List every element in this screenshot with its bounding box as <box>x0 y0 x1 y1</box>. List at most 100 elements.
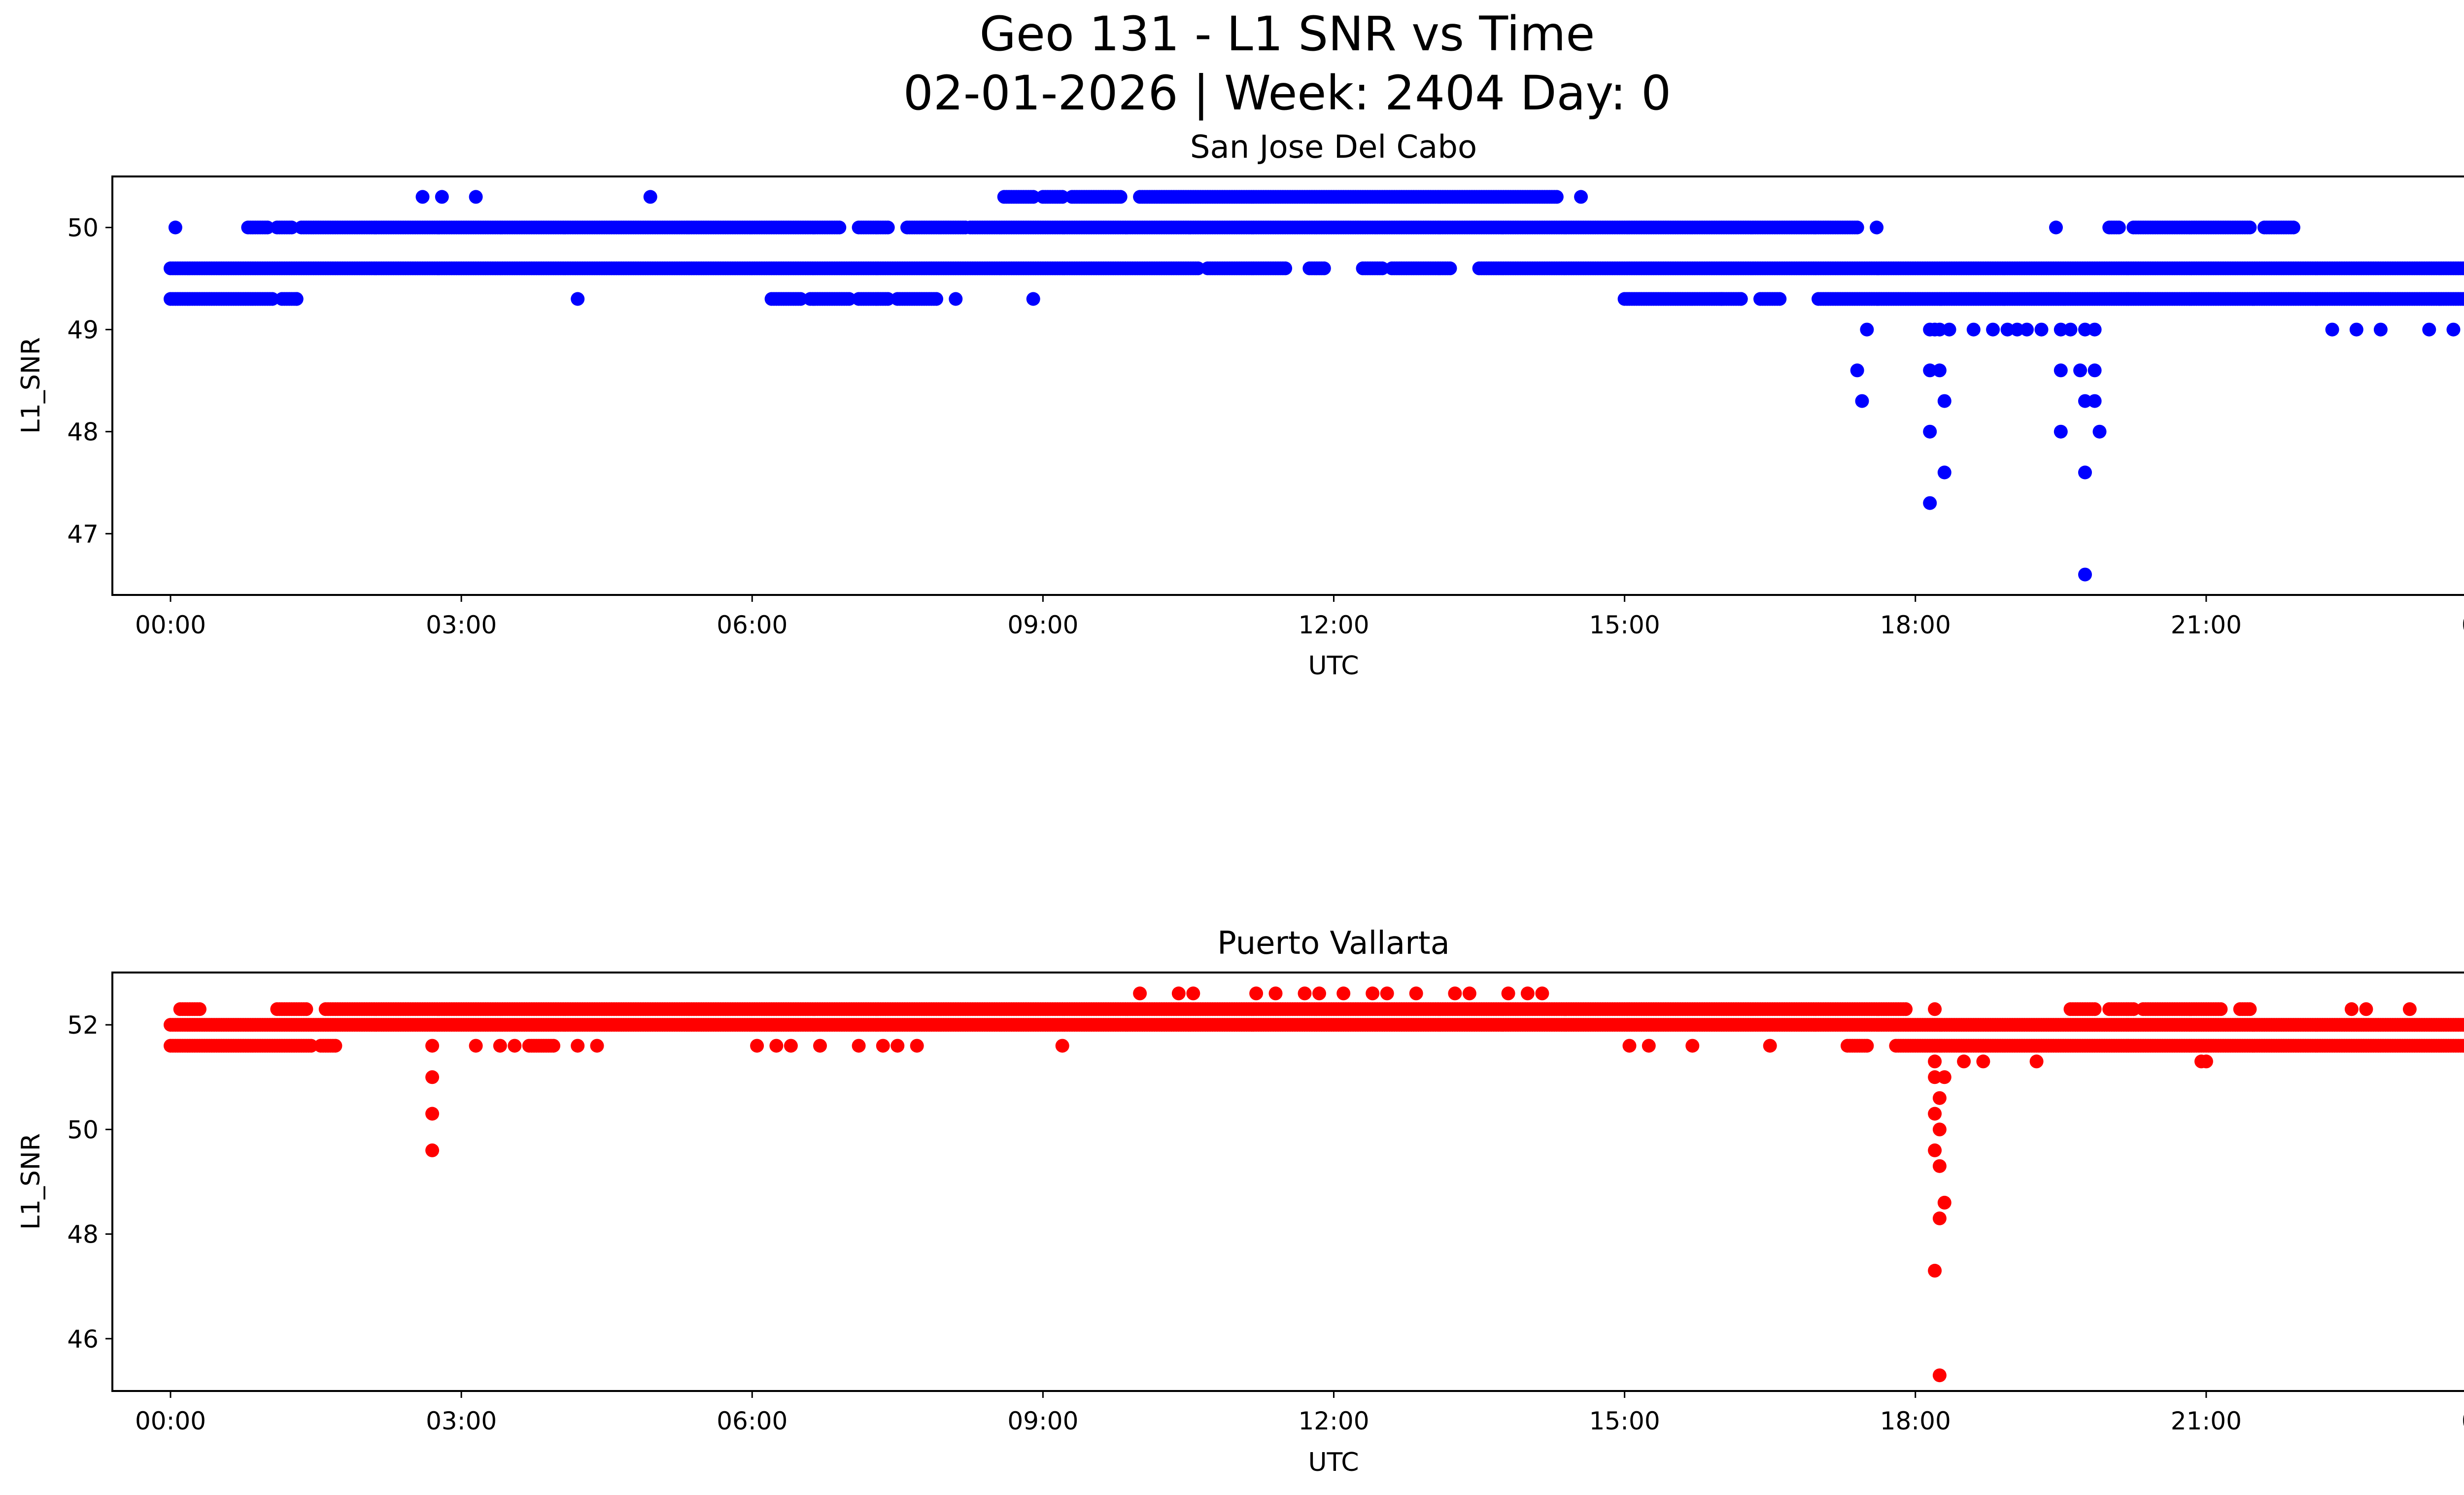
data-point-puerto-vallarta <box>493 1039 507 1053</box>
x-tick-label-puerto-vallarta: 12:00 <box>1298 1407 1369 1435</box>
data-point-puerto-vallarta <box>1937 1070 1951 1084</box>
data-point-san-jose-del-cabo <box>1574 190 1588 204</box>
data-point-san-jose-del-cabo <box>2092 424 2107 439</box>
data-point-san-jose-del-cabo <box>1923 363 1937 378</box>
data-point-puerto-vallarta-band2 <box>328 1039 342 1053</box>
data-point-puerto-vallarta <box>876 1039 890 1053</box>
y-tick-label-puerto-vallarta: 48 <box>67 1220 99 1249</box>
data-point-san-jose-del-cabo <box>2078 567 2092 582</box>
data-point-san-jose-del-cabo <box>2020 322 2034 337</box>
x-axis-label-puerto-vallarta: UTC <box>1308 1448 1359 1477</box>
x-tick-label-san-jose-del-cabo: 00:00 <box>135 611 206 639</box>
data-point-san-jose-del-cabo-band1 <box>260 220 274 235</box>
data-point-puerto-vallarta <box>2359 1002 2373 1016</box>
data-point-san-jose-del-cabo-band2 <box>793 292 808 306</box>
data-point-san-jose-del-cabo <box>571 292 585 306</box>
data-point-puerto-vallarta-band0 <box>2461 1019 2464 1031</box>
data-point-san-jose-del-cabo <box>2349 322 2363 337</box>
data-point-san-jose-del-cabo-band3 <box>1055 190 1069 204</box>
data-point-san-jose-del-cabo <box>1714 292 1729 306</box>
x-tick-label-san-jose-del-cabo: 21:00 <box>2171 611 2242 639</box>
data-point-puerto-vallarta <box>508 1039 522 1053</box>
data-point-san-jose-del-cabo <box>2073 363 2088 378</box>
data-point-puerto-vallarta <box>852 1039 866 1053</box>
data-point-san-jose-del-cabo-band1 <box>832 220 847 235</box>
data-point-puerto-vallarta <box>750 1039 764 1053</box>
suptitle-line1: Geo 131 - L1 SNR vs Time <box>980 6 1595 62</box>
data-point-san-jose-del-cabo-band1 <box>284 220 299 235</box>
data-point-puerto-vallarta <box>571 1039 585 1053</box>
data-point-san-jose-del-cabo <box>469 190 483 204</box>
data-point-puerto-vallarta <box>769 1039 784 1053</box>
data-point-san-jose-del-cabo <box>1850 363 1864 378</box>
data-point-san-jose-del-cabo-band1 <box>2286 220 2300 235</box>
data-point-puerto-vallarta <box>1928 1107 1942 1121</box>
data-point-puerto-vallarta-band2 <box>2461 1040 2464 1052</box>
x-tick-label-san-jose-del-cabo: 00:00 <box>2462 611 2464 639</box>
data-point-san-jose-del-cabo <box>2053 424 2068 439</box>
data-point-san-jose-del-cabo-band2 <box>1773 292 1787 306</box>
data-point-puerto-vallarta <box>1928 1054 1942 1069</box>
data-point-puerto-vallarta <box>1928 1002 1942 1016</box>
data-point-puerto-vallarta <box>1186 986 1200 1001</box>
x-tick-label-san-jose-del-cabo: 18:00 <box>1880 611 1951 639</box>
data-point-san-jose-del-cabo-band1 <box>881 220 895 235</box>
panel-puerto-vallarta: Puerto Vallarta 00:00 03:00 06:00 09:00 12:0… <box>16 925 2464 1477</box>
data-point-puerto-vallarta-band2 <box>304 1039 318 1053</box>
y-tick-label-san-jose-del-cabo: 50 <box>67 214 99 243</box>
data-point-san-jose-del-cabo-band1 <box>1870 220 1884 235</box>
data-point-puerto-vallarta <box>784 1039 798 1053</box>
data-point-puerto-vallarta <box>1622 1039 1637 1053</box>
data-point-san-jose-del-cabo <box>1923 424 1937 439</box>
data-point-puerto-vallarta <box>1055 1039 1069 1053</box>
x-tick-label-puerto-vallarta: 00:00 <box>135 1407 206 1435</box>
data-point-puerto-vallarta <box>425 1039 440 1053</box>
data-point-puerto-vallarta <box>890 1039 905 1053</box>
x-tick-label-puerto-vallarta: 03:00 <box>426 1407 497 1435</box>
data-point-puerto-vallarta <box>1928 1143 1942 1157</box>
data-point-puerto-vallarta <box>1932 1211 1947 1225</box>
data-point-puerto-vallarta <box>1928 1263 1942 1278</box>
data-point-san-jose-del-cabo-band2 <box>929 292 943 306</box>
x-tick-label-puerto-vallarta: 21:00 <box>2171 1407 2242 1435</box>
data-point-san-jose-del-cabo <box>2325 322 2339 337</box>
data-point-puerto-vallarta <box>2402 1002 2417 1016</box>
data-point-san-jose-del-cabo <box>2000 322 2015 337</box>
data-point-puerto-vallarta <box>1462 986 1476 1001</box>
data-point-puerto-vallarta <box>1932 1159 1947 1173</box>
data-point-san-jose-del-cabo <box>1937 465 1951 480</box>
data-point-puerto-vallarta-band1 <box>2126 1002 2141 1016</box>
data-point-san-jose-del-cabo-band3 <box>1549 190 1564 204</box>
data-point-san-jose-del-cabo <box>2422 322 2436 337</box>
x-ticks-san-jose-del-cabo: 00:00 03:00 06:00 09:00 12:00 15:00 18:00 21:00… <box>135 595 2464 639</box>
data-point-san-jose-del-cabo-band0 <box>1375 261 1389 276</box>
y-axis-label-san-jose-del-cabo: L1_SNR <box>16 337 46 434</box>
data-point-san-jose-del-cabo <box>2053 322 2068 337</box>
x-tick-label-san-jose-del-cabo: 12:00 <box>1298 611 1369 639</box>
data-point-san-jose-del-cabo <box>1860 322 1874 337</box>
data-point-san-jose-del-cabo <box>1986 322 2000 337</box>
data-point-san-jose-del-cabo <box>643 190 657 204</box>
y-tick-label-puerto-vallarta: 46 <box>67 1325 99 1354</box>
data-point-puerto-vallarta-band2 <box>547 1039 560 1053</box>
data-point-san-jose-del-cabo <box>1026 292 1040 306</box>
data-point-san-jose-del-cabo <box>435 190 449 204</box>
data-point-san-jose-del-cabo <box>1734 292 1748 306</box>
data-point-puerto-vallarta <box>1298 986 1312 1001</box>
data-point-san-jose-del-cabo-band1 <box>168 220 182 235</box>
data-point-puerto-vallarta <box>1932 1368 1947 1383</box>
data-point-puerto-vallarta <box>2029 1054 2044 1069</box>
x-tick-label-puerto-vallarta: 18:00 <box>1880 1407 1951 1435</box>
data-point-puerto-vallarta <box>2199 1054 2213 1069</box>
x-tick-label-san-jose-del-cabo: 09:00 <box>1007 611 1078 639</box>
data-point-san-jose-del-cabo-band3 <box>1113 190 1128 204</box>
data-point-san-jose-del-cabo <box>2063 322 2078 337</box>
panel-title-san-jose-del-cabo: San Jose Del Cabo <box>1190 129 1477 166</box>
data-point-puerto-vallarta <box>1133 986 1147 1001</box>
data-point-san-jose-del-cabo <box>2034 322 2049 337</box>
data-point-san-jose-del-cabo <box>2446 322 2461 337</box>
data-point-puerto-vallarta <box>1763 1039 1777 1053</box>
data-point-san-jose-del-cabo-band3 <box>1026 190 1040 204</box>
data-point-san-jose-del-cabo-band2 <box>265 292 279 306</box>
y-axis-label-puerto-vallarta: L1_SNR <box>16 1133 46 1230</box>
